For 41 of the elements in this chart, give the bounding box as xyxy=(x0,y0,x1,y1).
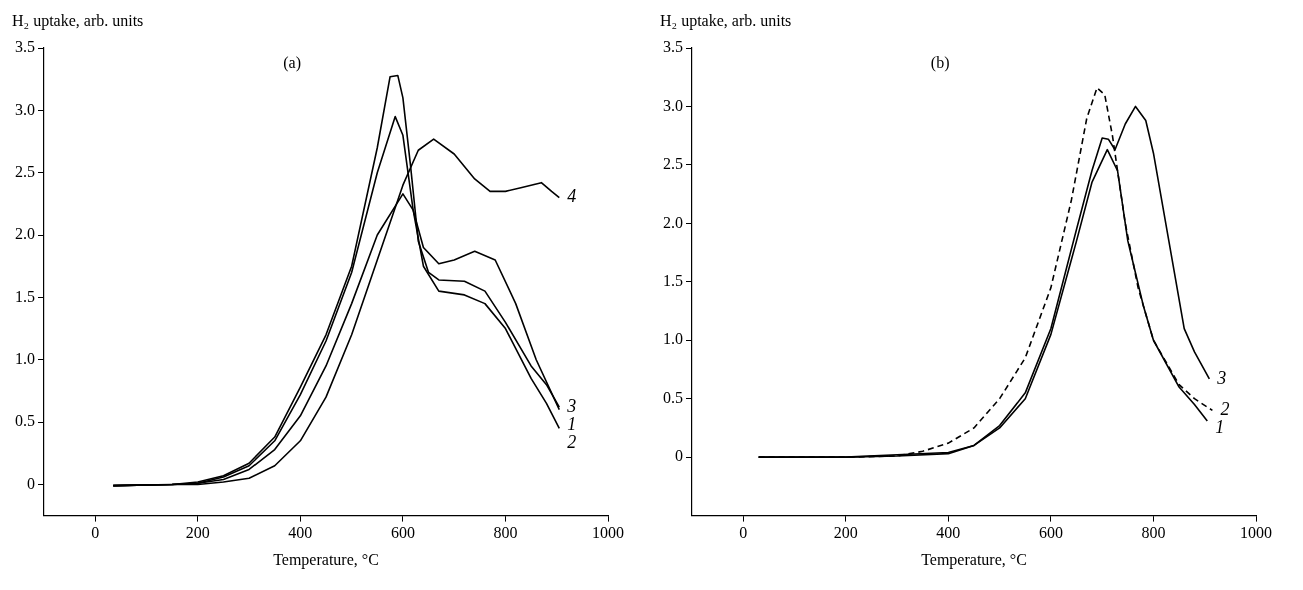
y-tick-label: 2.5 xyxy=(15,162,35,180)
y-tick-label: 1.5 xyxy=(15,287,35,305)
series-label: 2 xyxy=(1220,399,1230,420)
x-tick-label: 800 xyxy=(493,524,518,542)
y-tick-label: 0 xyxy=(27,474,35,492)
series-label: 3 xyxy=(1216,367,1227,388)
x-tick-label: 400 xyxy=(288,524,313,542)
y-tick-label: 3.5 xyxy=(15,38,35,56)
series-label: 4 xyxy=(567,186,577,207)
y-tick-label: 2.0 xyxy=(15,225,35,243)
y-tick-label: 0.5 xyxy=(663,388,683,406)
y-tick-label: 3.0 xyxy=(15,100,35,118)
series-label: 2 xyxy=(567,431,577,452)
x-tick-label: 0 xyxy=(91,524,100,542)
series-label: 1 xyxy=(567,413,577,434)
x-tick-label: 200 xyxy=(833,524,858,542)
chart-title: (b) xyxy=(930,54,950,73)
x-tick-label: 600 xyxy=(1038,524,1063,542)
y-tick-label: 0 xyxy=(675,447,683,465)
y-tick-label: 1.0 xyxy=(15,349,35,367)
x-tick-label: 0 xyxy=(739,524,748,542)
series-label: 1 xyxy=(1215,417,1225,438)
chart-title: (a) xyxy=(283,54,302,73)
y-tick-label: 3.0 xyxy=(663,96,683,114)
y-axis-title: H₂ uptake, arb. units xyxy=(660,12,792,31)
y-axis-title: H₂ uptake, arb. units xyxy=(12,12,144,31)
x-axis-title: Temperature, °C xyxy=(921,550,1027,569)
y-tick-label: 3.5 xyxy=(663,38,683,56)
x-tick-label: 1000 xyxy=(1240,524,1272,542)
x-tick-label: 1000 xyxy=(592,524,624,542)
series-label: 3 xyxy=(566,395,577,416)
y-tick-label: 0.5 xyxy=(15,412,35,430)
y-tick-label: 2.5 xyxy=(663,155,683,173)
x-tick-label: 800 xyxy=(1141,524,1166,542)
x-tick-label: 400 xyxy=(936,524,961,542)
x-tick-label: 200 xyxy=(185,524,210,542)
y-tick-label: 1.0 xyxy=(663,330,683,348)
y-tick-label: 1.5 xyxy=(663,272,683,289)
y-tick-label: 2.0 xyxy=(663,213,683,231)
x-tick-label: 600 xyxy=(390,524,415,542)
x-axis-title: Temperature, °C xyxy=(273,550,379,569)
